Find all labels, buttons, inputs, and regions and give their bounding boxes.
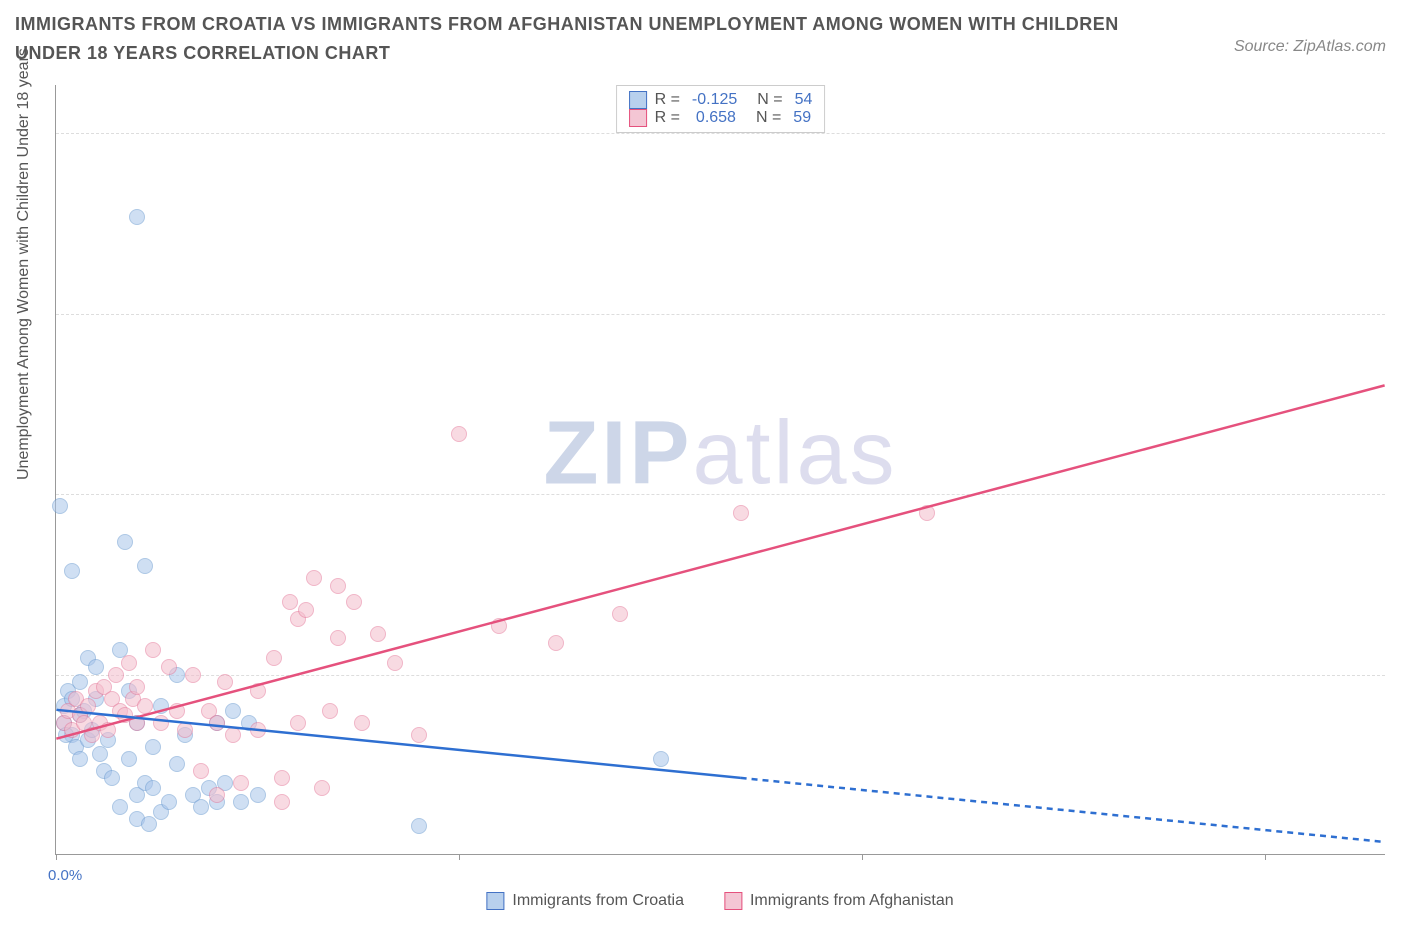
r-value-b: 0.658 <box>696 109 736 127</box>
x-tick-label: 0.0% <box>48 867 82 884</box>
plot-area: ZIPatlas R = -0.125 N = 54 R = 0.658 N =… <box>55 85 1385 855</box>
legend-item-a: Immigrants from Croatia <box>486 892 684 910</box>
swatch-b-icon <box>724 892 742 910</box>
source-label: Source: ZipAtlas.com <box>1234 38 1386 56</box>
r-label: R = <box>655 109 680 127</box>
correlation-legend: R = -0.125 N = 54 R = 0.658 N = 59 <box>616 85 826 133</box>
legend-row-b: R = 0.658 N = 59 <box>629 109 813 127</box>
series-legend: Immigrants from Croatia Immigrants from … <box>486 892 953 910</box>
series-a-label: Immigrants from Croatia <box>512 892 684 910</box>
y-tick-label: 15.0% <box>1395 486 1406 503</box>
swatch-a-icon <box>486 892 504 910</box>
trendlines <box>56 85 1385 854</box>
x-tick-mark <box>56 854 57 860</box>
y-tick-label: 30.0% <box>1395 125 1406 142</box>
x-tick-mark <box>1265 854 1266 860</box>
chart-title: IMMIGRANTS FROM CROATIA VS IMMIGRANTS FR… <box>15 10 1125 68</box>
legend-row-a: R = -0.125 N = 54 <box>629 91 813 109</box>
swatch-a-icon <box>629 91 647 109</box>
y-tick-label: 7.5% <box>1395 666 1406 683</box>
n-value-a: 54 <box>795 91 813 109</box>
legend-item-b: Immigrants from Afghanistan <box>724 892 954 910</box>
n-value-b: 59 <box>793 109 811 127</box>
x-tick-mark <box>862 854 863 860</box>
x-tick-mark <box>459 854 460 860</box>
r-label: R = <box>655 91 680 109</box>
n-label: N = <box>757 91 782 109</box>
series-b-label: Immigrants from Afghanistan <box>750 892 954 910</box>
y-axis-label: Unemployment Among Women with Children U… <box>15 48 33 480</box>
y-tick-label: 22.5% <box>1395 305 1406 322</box>
n-label: N = <box>756 109 781 127</box>
r-value-a: -0.125 <box>692 91 737 109</box>
swatch-b-icon <box>629 109 647 127</box>
chart-area: ZIPatlas R = -0.125 N = 54 R = 0.658 N =… <box>55 85 1385 875</box>
